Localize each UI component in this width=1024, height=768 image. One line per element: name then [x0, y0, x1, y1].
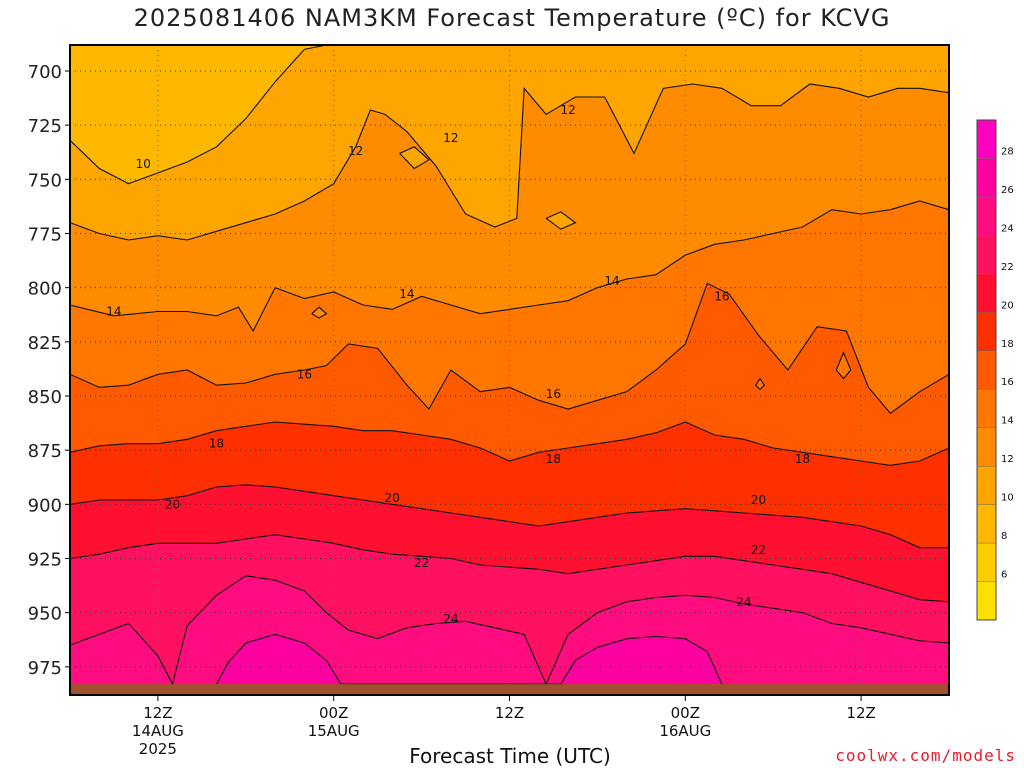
island-fill-1	[546, 211, 576, 230]
colorbar-bin	[977, 235, 996, 274]
isotherm-24	[70, 575, 949, 686]
colorbar-bin	[977, 196, 996, 236]
colorbar-bin	[977, 389, 996, 428]
isotherm-label: 16	[714, 289, 729, 303]
colorbar-bin	[977, 427, 996, 467]
isotherm-label: 18	[546, 452, 561, 466]
y-axis: 700 725 750 775 800 825 850 875 900 925 950 975	[28, 62, 70, 679]
isotherm-label: 18	[795, 452, 810, 466]
isotherm-labels: 10 12 12 12 14 14 14 16 16 16 18 18 18 20 20 20 22 22 24 24	[106, 103, 810, 626]
isotherm-label: 10	[136, 157, 151, 171]
isotherm-16	[70, 282, 949, 415]
colorbar-bin	[977, 466, 996, 505]
y-tick-label: 975	[28, 658, 62, 679]
isotherm-label: 12	[443, 131, 458, 145]
colorbar-bin	[977, 273, 996, 313]
isotherm-14	[70, 200, 949, 333]
isotherm-label: 16	[297, 367, 312, 381]
isotherm-label: 14	[604, 274, 619, 288]
isotherm-16	[755, 377, 766, 391]
y-tick-label: 950	[28, 604, 62, 625]
colorbar-tick-label: 28	[1001, 146, 1014, 157]
isotherm-label: 20	[385, 491, 400, 505]
y-tick-label: 725	[28, 116, 62, 137]
colorbar-bin	[977, 312, 996, 351]
colorbar-bin	[977, 350, 996, 390]
isotherm-label: 18	[209, 437, 224, 451]
isotherm-14	[311, 306, 328, 319]
colorbar-tick-label: 26	[1001, 185, 1014, 196]
y-tick-label: 900	[28, 495, 62, 516]
isotherm-label: 20	[751, 493, 766, 507]
x-tick-label: 16AUG	[659, 722, 711, 740]
isotherms	[70, 45, 949, 686]
isotherm-12	[399, 146, 430, 170]
isotherm-10	[70, 45, 327, 185]
isotherm-16	[835, 351, 852, 380]
x-axis-label: Forecast Time (UTC)	[409, 744, 611, 768]
x-tick-label: 15AUG	[308, 722, 360, 740]
temperature-fill	[70, 45, 949, 695]
isotherm-label: 22	[751, 543, 766, 557]
isotherm-label: 24	[736, 595, 751, 609]
colorbar-tick-label: 16	[1001, 377, 1014, 388]
colorbar-bin	[977, 120, 996, 159]
isotherm-label: 14	[106, 305, 121, 319]
band-fill-26	[216, 634, 722, 685]
x-tick-label: 14AUG	[132, 722, 184, 740]
x-tick-label: 12Z	[846, 704, 875, 722]
y-tick-label: 925	[28, 550, 62, 571]
y-tick-label: 750	[28, 170, 62, 191]
x-tick-label: 12Z	[495, 704, 524, 722]
isotherm-label: 14	[399, 287, 414, 301]
colorbar-tick-label: 12	[1001, 454, 1014, 465]
isotherm-label: 24	[443, 612, 458, 626]
island-fill-0	[399, 146, 429, 169]
colorbar-tick-label: 18	[1001, 339, 1014, 350]
colorbar-bin	[977, 158, 996, 197]
colorbar-tick-label: 8	[1001, 531, 1007, 542]
ground-fill	[70, 684, 949, 695]
chart-title: 2025081406 NAM3KM Forecast Temperature (…	[133, 4, 891, 32]
x-tick-label: 2025	[139, 740, 177, 758]
isotherm-label: 16	[546, 387, 561, 401]
ground-layer	[70, 684, 949, 695]
colorbar-tick-label: 10	[1001, 493, 1014, 504]
y-tick-label: 850	[28, 387, 62, 408]
colorbar-tick-label: 24	[1001, 223, 1014, 234]
y-tick-label: 775	[28, 225, 62, 246]
y-tick-label: 875	[28, 441, 62, 462]
colorbar-tick-label: 14	[1001, 416, 1014, 427]
colorbar-bin	[977, 543, 996, 582]
colorbar: 6 8 10 12 14 16 18 20 22 24 26 28	[976, 119, 1014, 621]
isotherm-18	[70, 421, 949, 466]
isotherm-22	[70, 534, 949, 603]
isotherm-label: 22	[414, 556, 429, 570]
isotherm-label: 20	[165, 497, 180, 511]
y-tick-label: 700	[28, 62, 62, 83]
island-fill-3	[836, 352, 851, 379]
isotherm-12	[545, 211, 577, 230]
colorbar-bin	[977, 581, 996, 620]
colorbar-frame	[976, 119, 997, 621]
credit-link[interactable]: coolwx.com/models	[835, 746, 1016, 765]
isotherm-20	[70, 484, 949, 549]
colorbar-tick-label: 20	[1001, 300, 1014, 311]
isotherm-label: 12	[560, 103, 575, 117]
x-tick-label: 00Z	[319, 704, 348, 722]
x-tick-label: 00Z	[671, 704, 700, 722]
isotherm-12	[70, 83, 949, 241]
y-tick-label: 825	[28, 333, 62, 354]
colorbar-tick-label: 22	[1001, 262, 1014, 273]
x-tick-label: 12Z	[143, 704, 172, 722]
y-tick-label: 800	[28, 279, 62, 300]
isotherm-label: 12	[348, 144, 363, 158]
colorbar-bin	[977, 504, 996, 544]
colorbar-tick-label: 6	[1001, 570, 1007, 581]
